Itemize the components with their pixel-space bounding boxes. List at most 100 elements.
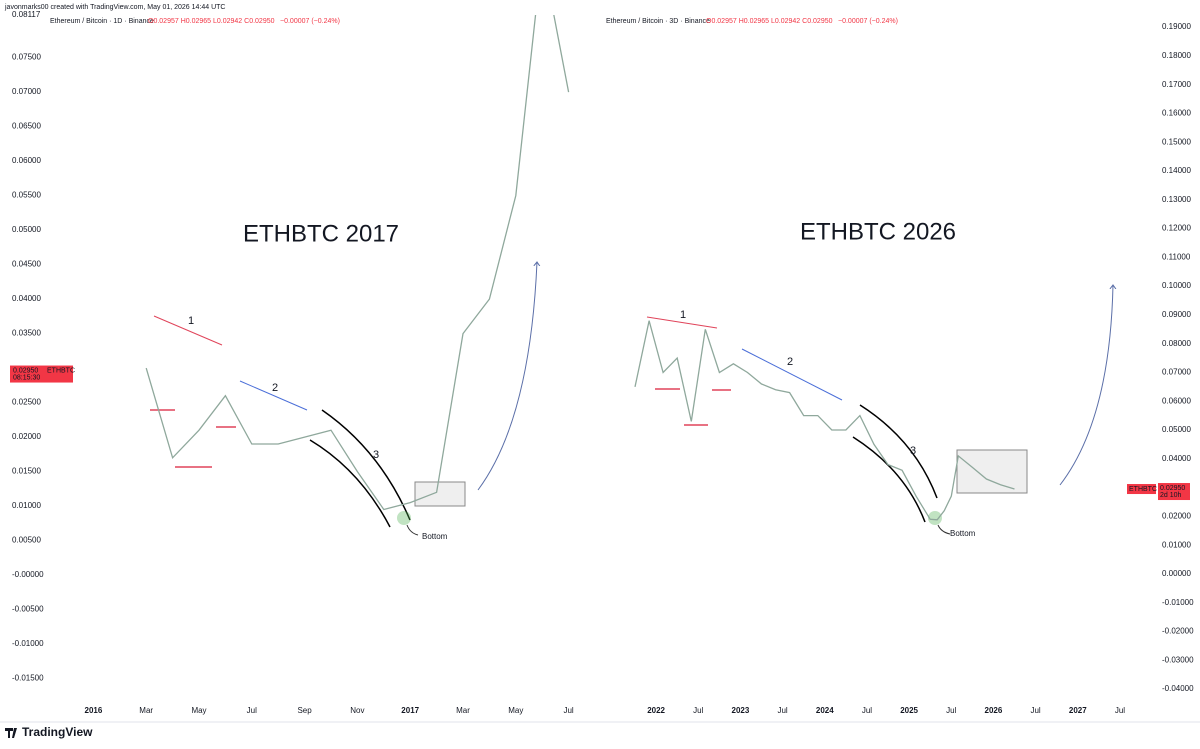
y-tick-label: 0.19000: [1162, 22, 1191, 31]
y-tick-label: 0.18000: [1162, 51, 1191, 60]
price-tag-box: [10, 365, 73, 383]
y-tick-label: 0.07500: [12, 53, 41, 62]
y-tick-label: 0.04000: [12, 294, 41, 303]
arrow: [1059, 285, 1113, 486]
y-tick-label: 0.09000: [1162, 310, 1191, 319]
y-tick-label: 0.12000: [1162, 224, 1191, 233]
brand-logo: [5, 728, 17, 738]
y-tick-label: 0.01000: [12, 501, 41, 510]
y-tick-label: 0.05000: [1162, 425, 1191, 434]
price-tag-value: 0.02950: [1160, 485, 1185, 492]
legend-ohlc: O0.02957 H0.02965 L0.02942 C0.02950: [148, 18, 275, 25]
y-tick-label: 0.02000: [12, 432, 41, 441]
brand: TradingView: [22, 725, 93, 739]
y-tick-label: -0.01000: [12, 639, 44, 648]
annotation: Bottom: [422, 532, 448, 541]
y-tick-label: 0.17000: [1162, 80, 1191, 89]
x-tick-label: Jul: [777, 706, 787, 715]
x-tick-label: May: [191, 706, 206, 715]
x-tick-label: May: [508, 706, 523, 715]
annotation: 1: [680, 309, 686, 321]
range-box: [414, 481, 466, 507]
x-tick-label: Mar: [456, 706, 470, 715]
x-tick-label: 2026: [985, 706, 1003, 715]
price-tag-box: [1158, 483, 1190, 501]
x-tick-label: Sep: [297, 706, 312, 715]
legend-symbol: Ethereum / Bitcoin · 3D · Binance: [606, 18, 710, 25]
series-name: ETHBTC: [1129, 486, 1157, 493]
y-tick-label: 0.08000: [1162, 339, 1191, 348]
y-tick-label: 0.15000: [1162, 137, 1191, 146]
y-tick-label: 0.10000: [1162, 281, 1191, 290]
chart-title: ETHBTC 2017: [243, 220, 399, 247]
annotation: 1: [188, 315, 194, 327]
countdown: 08:15:30: [13, 374, 40, 381]
arrow: [477, 262, 537, 491]
price-tag-value: 0.02950: [13, 367, 38, 374]
series-name: ETHBTC: [47, 367, 75, 374]
y-tick-label: -0.02000: [1162, 627, 1194, 636]
y-tick-label: 0.00500: [12, 536, 41, 545]
annotation: 2: [272, 382, 278, 394]
annotation: Bottom: [950, 529, 976, 538]
legend-change: −0.00007 (−0.24%): [280, 18, 340, 25]
y-tick-label: -0.01500: [12, 674, 44, 683]
trend-line: [646, 316, 718, 329]
x-tick-label: Nov: [350, 706, 364, 715]
y-tick-label: 0.06000: [1162, 396, 1191, 405]
x-tick-label: Jul: [563, 706, 573, 715]
x-tick-label: Jul: [693, 706, 703, 715]
callout: [937, 524, 951, 535]
legend-symbol: Ethereum / Bitcoin · 1D · Binance: [50, 18, 154, 25]
y-tick-label: -0.00500: [12, 605, 44, 614]
credit: javonmarks00 created with TradingView.co…: [4, 4, 225, 11]
x-tick-label: Jul: [862, 706, 872, 715]
curve: [852, 436, 926, 523]
x-tick-label: 2017: [401, 706, 419, 715]
x-tick-label: Mar: [139, 706, 153, 715]
bottom-marker: [928, 511, 942, 525]
trend-line: [239, 380, 308, 411]
curve: [309, 439, 391, 528]
x-tick-label: 2025: [900, 706, 918, 715]
y-tick-label: -0.00000: [12, 570, 44, 579]
y-tick-label: 0.13000: [1162, 195, 1191, 204]
y-tick-label: 0.02500: [12, 398, 41, 407]
x-tick-label: 2023: [732, 706, 750, 715]
y-tick-label: -0.04000: [1162, 684, 1194, 693]
curve: [859, 404, 938, 499]
x-tick-label: Jul: [247, 706, 257, 715]
x-tick-label: Jul: [1030, 706, 1040, 715]
y-tick-label: 0.01500: [12, 467, 41, 476]
y-tick-label: 0.16000: [1162, 109, 1191, 118]
x-tick-label: Jul: [946, 706, 956, 715]
trend-line: [741, 348, 843, 401]
y-tick-label: 0.06000: [12, 156, 41, 165]
y-tick-label: 0.04000: [1162, 454, 1191, 463]
x-tick-label: 2027: [1069, 706, 1087, 715]
trend-line: [153, 315, 223, 346]
y-tick-label: 0.11000: [1162, 252, 1191, 261]
y-tick-label: 0.14000: [1162, 166, 1191, 175]
x-tick-label: Jul: [1115, 706, 1125, 715]
annotation: 3: [373, 449, 379, 461]
chart-title: ETHBTC 2026: [800, 218, 956, 245]
y-tick-label: 0.01000: [1162, 540, 1191, 549]
y-tick-label: 0.05000: [12, 225, 41, 234]
annotation: 2: [787, 356, 793, 368]
annotation: 3: [910, 445, 916, 457]
drawings: [150, 262, 1113, 536]
y-tick-label: 0.04500: [12, 260, 41, 269]
y-tick-label: 0.02000: [1162, 511, 1191, 520]
y-tick-label: 0.08117: [12, 10, 41, 19]
x-tick-label: 2022: [647, 706, 665, 715]
bottom-marker: [397, 511, 411, 525]
legend-change: −0.00007 (−0.24%): [838, 18, 898, 25]
y-tick-label: -0.01000: [1162, 598, 1194, 607]
y-tick-label: 0.07000: [12, 87, 41, 96]
price-line: [145, 15, 570, 511]
x-tick-label: 2024: [816, 706, 834, 715]
